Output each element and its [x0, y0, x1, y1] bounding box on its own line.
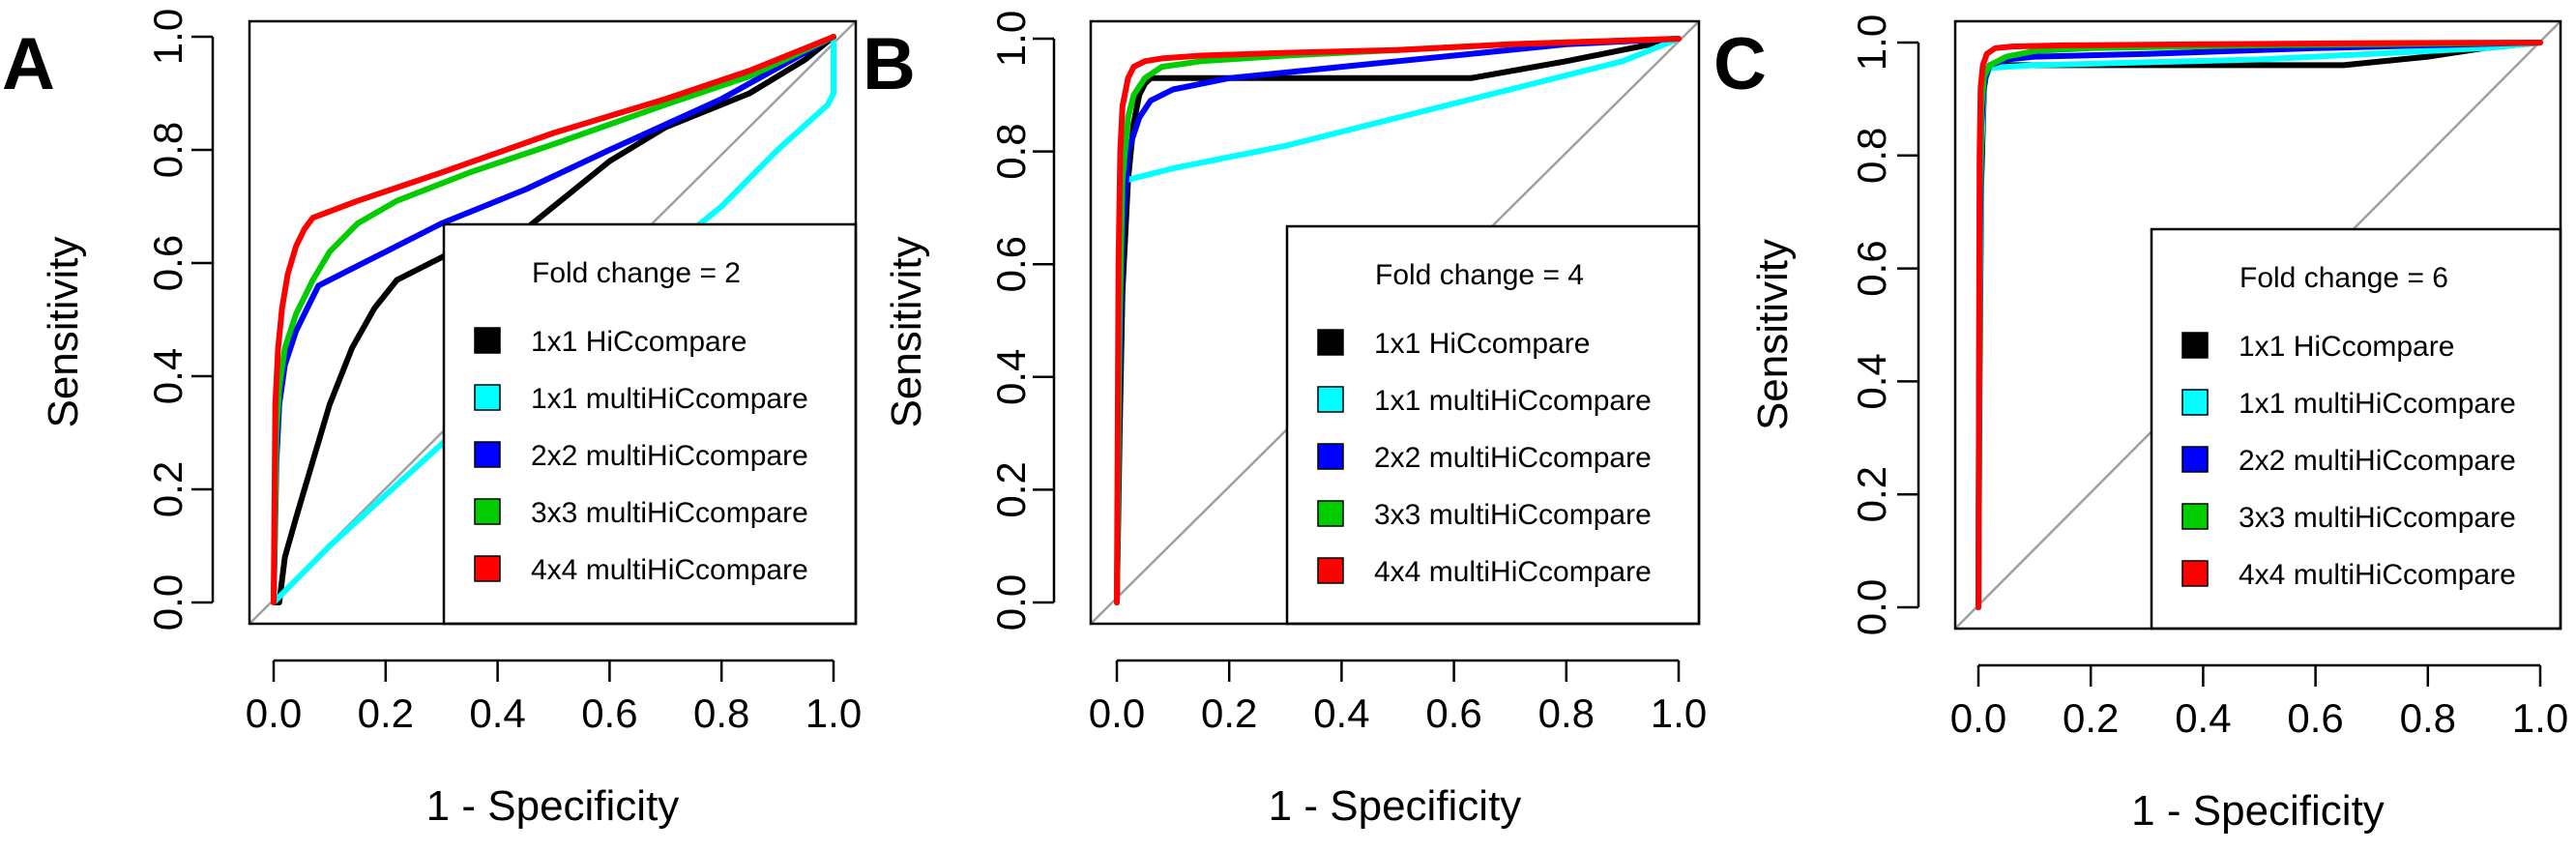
legend-entry: 3x3 multiHiCcompare: [2239, 502, 2516, 534]
y-tick-label: 0.4: [988, 349, 1034, 405]
legend: Fold change = 2 1x1 HiCcompare 1x1 multiHi…: [442, 222, 858, 626]
plot-frame: [1089, 19, 1701, 626]
y-axis-title: Sensitivity: [883, 236, 930, 427]
x-tick-label: 0.6: [1425, 690, 1481, 736]
series-line-4x4-multihiccompare: [271, 34, 836, 605]
legend-swatch: [474, 441, 501, 468]
x-axis-title: 1 - Specificity: [1269, 782, 1522, 830]
legend: Fold change = 4 1x1 HiCcompare 1x1 multiHi…: [1285, 224, 1701, 626]
y-tick-label: 0.2: [988, 461, 1034, 517]
legend-entry: 2x2 multiHiCcompare: [2239, 445, 2516, 477]
x-tick-label: 0.2: [2063, 695, 2119, 741]
legend-entry: 1x1 multiHiCcompare: [1374, 385, 1652, 417]
x-tick-label: 1.0: [2512, 695, 2568, 741]
legend-swatch: [2181, 446, 2209, 473]
legend: Fold change = 6 1x1 HiCcompare 1x1 multiHi…: [2150, 227, 2562, 631]
legend-title: Fold change = 2: [532, 257, 741, 289]
y-tick-label: 0.6: [988, 236, 1034, 292]
panel-label: B: [863, 23, 916, 105]
legend-title: Fold change = 6: [2239, 262, 2448, 294]
x-axis-title: 1 - Specificity: [426, 782, 680, 830]
y-tick-label: 0.8: [988, 123, 1034, 179]
legend-entry: 4x4 multiHiCcompare: [531, 554, 808, 586]
x-tick-label: 0.8: [2400, 695, 2456, 741]
legend-swatch: [1317, 500, 1344, 527]
roc-panel-a: A Fold change = 2 1x1 HiCcompare 1x1 multiH…: [2, 9, 862, 830]
y-tick-label: 0.8: [1849, 128, 1894, 184]
legend-swatch: [1317, 386, 1344, 413]
x-tick-label: 1.0: [1651, 690, 1707, 736]
legend-swatch: [1317, 557, 1344, 584]
x-tick-label: 0.8: [1538, 690, 1595, 736]
x-tick-label: 0.2: [1201, 690, 1257, 736]
x-tick-label: 0.0: [1089, 690, 1145, 736]
legend-entry: 4x4 multiHiCcompare: [2239, 559, 2516, 591]
legend-swatch: [474, 555, 501, 582]
panel-label: C: [1713, 23, 1767, 105]
legend-entry: 1x1 HiCcompare: [531, 326, 746, 358]
roc-panel-c: C Fold change = 6 1x1 HiCcompare 1x1 multiH…: [1713, 15, 2568, 835]
legend-box: [2150, 227, 2562, 631]
legend-title: Fold change = 4: [1375, 259, 1584, 291]
y-tick-label: 0.6: [145, 235, 190, 291]
series-line-4x4-multihiccompare: [1114, 36, 1682, 605]
legend-swatch: [2181, 560, 2209, 587]
plot-frame: [1953, 19, 2562, 631]
legend-swatch: [2181, 503, 2209, 530]
legend-entry: 2x2 multiHiCcompare: [1374, 442, 1652, 474]
legend-box: [1285, 224, 1701, 626]
legend-entry: 1x1 multiHiCcompare: [2239, 388, 2516, 420]
x-tick-label: 0.0: [246, 690, 302, 736]
legend-entry: 1x1 multiHiCcompare: [531, 383, 808, 415]
y-tick-label: 0.6: [1849, 240, 1894, 296]
y-tick-label: 0.2: [145, 461, 190, 517]
x-tick-label: 0.2: [358, 690, 414, 736]
x-tick-label: 0.4: [1313, 690, 1369, 736]
legend-box: [442, 222, 858, 626]
y-tick-label: 1.0: [1849, 15, 1894, 71]
legend-entry: 1x1 HiCcompare: [2239, 331, 2454, 363]
y-tick-label: 0.2: [1849, 466, 1894, 522]
y-tick-label: 0.0: [1849, 579, 1894, 635]
y-tick-label: 0.4: [1849, 353, 1894, 409]
x-tick-label: 0.0: [1950, 695, 2006, 741]
y-tick-label: 0.8: [145, 122, 190, 178]
x-tick-label: 0.8: [693, 690, 749, 736]
series-line-3x3-multihiccompare: [271, 34, 836, 605]
legend-entry: 1x1 HiCcompare: [1374, 328, 1590, 360]
y-tick-label: 1.0: [145, 9, 190, 65]
legend-swatch: [474, 327, 501, 354]
x-tick-label: 0.6: [581, 690, 637, 736]
legend-swatch: [2181, 389, 2209, 416]
y-axis-title: Sensitivity: [40, 236, 87, 427]
x-tick-label: 0.4: [2175, 695, 2231, 741]
x-tick-label: 1.0: [805, 690, 862, 736]
x-tick-label: 0.4: [469, 690, 525, 736]
legend-entry: 3x3 multiHiCcompare: [1374, 499, 1652, 531]
y-tick-label: 1.0: [988, 11, 1034, 67]
legend-swatch: [474, 384, 501, 411]
legend-entry: 2x2 multiHiCcompare: [531, 440, 808, 472]
legend-swatch: [474, 498, 501, 525]
x-tick-label: 0.6: [2287, 695, 2343, 741]
x-axis-title: 1 - Specificity: [2131, 787, 2385, 835]
y-tick-label: 0.4: [145, 348, 190, 404]
plot-frame: [248, 19, 858, 626]
legend-swatch: [1317, 329, 1344, 356]
legend-entry: 4x4 multiHiCcompare: [1374, 556, 1652, 588]
roc-panel-b: B Fold change = 4 1x1 HiCcompare 1x1 multiH…: [863, 11, 1707, 830]
legend-swatch: [1317, 443, 1344, 470]
series-line-4x4-multihiccompare: [1976, 40, 2543, 610]
legend-swatch: [2181, 332, 2209, 359]
y-tick-label: 0.0: [145, 574, 190, 631]
panel-label: A: [2, 23, 55, 105]
legend-entry: 3x3 multiHiCcompare: [531, 497, 808, 529]
y-tick-label: 0.0: [988, 574, 1034, 631]
y-axis-title: Sensitivity: [1749, 239, 1797, 430]
